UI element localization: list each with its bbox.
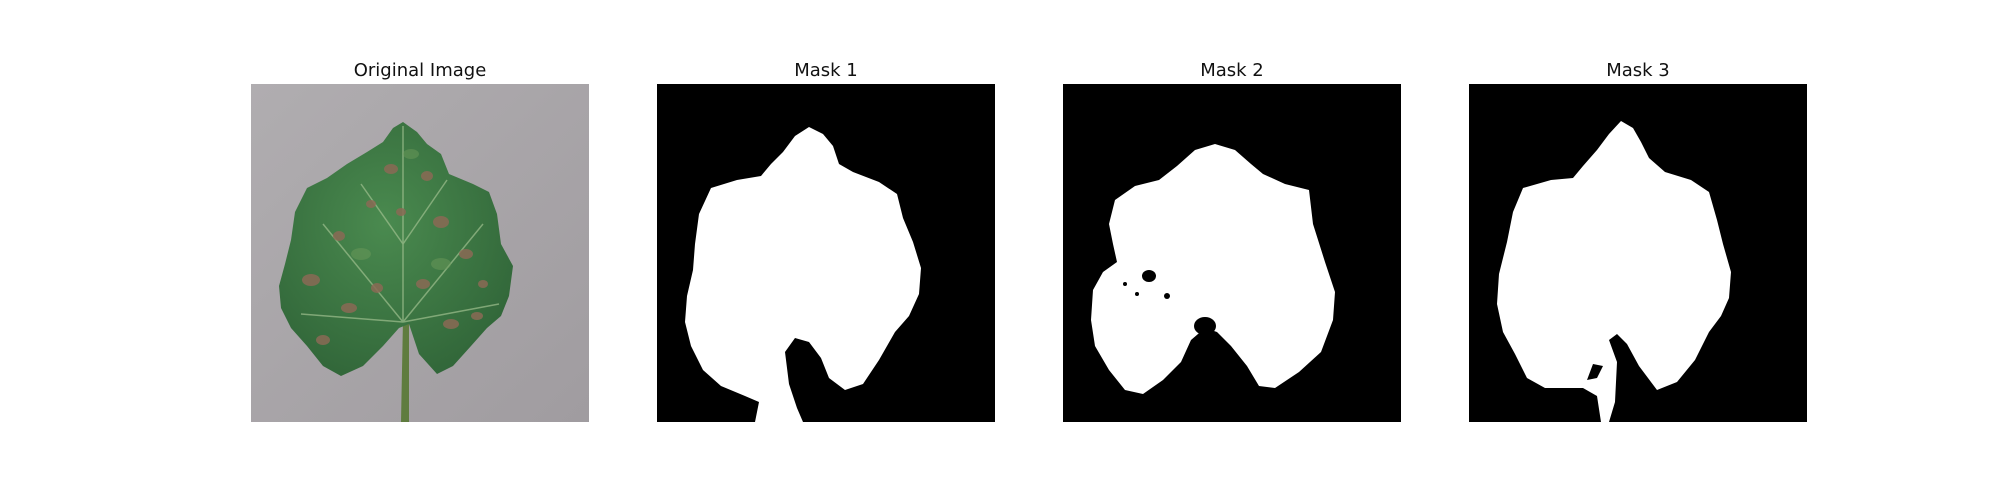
panel-title: Mask 3 — [1606, 60, 1670, 81]
panel-title: Mask 2 — [1200, 60, 1264, 81]
panel-title: Mask 1 — [794, 60, 858, 81]
mask-3-shape — [1497, 121, 1731, 422]
mask-3-panel: Mask 3 — [1469, 57, 1807, 422]
mask-1-shape — [685, 127, 921, 422]
mask-2-panel: Mask 2 — [1063, 57, 1401, 422]
leaf-photo — [251, 84, 589, 422]
mask-2-image — [1063, 84, 1401, 422]
mask-1-image — [657, 84, 995, 422]
original-image-panel: Original Image — [251, 57, 589, 422]
mask-1-panel: Mask 1 — [657, 57, 995, 422]
panel-title: Original Image — [353, 60, 487, 81]
mask-2-shape — [1091, 144, 1335, 394]
mask-3-image — [1469, 84, 1807, 422]
